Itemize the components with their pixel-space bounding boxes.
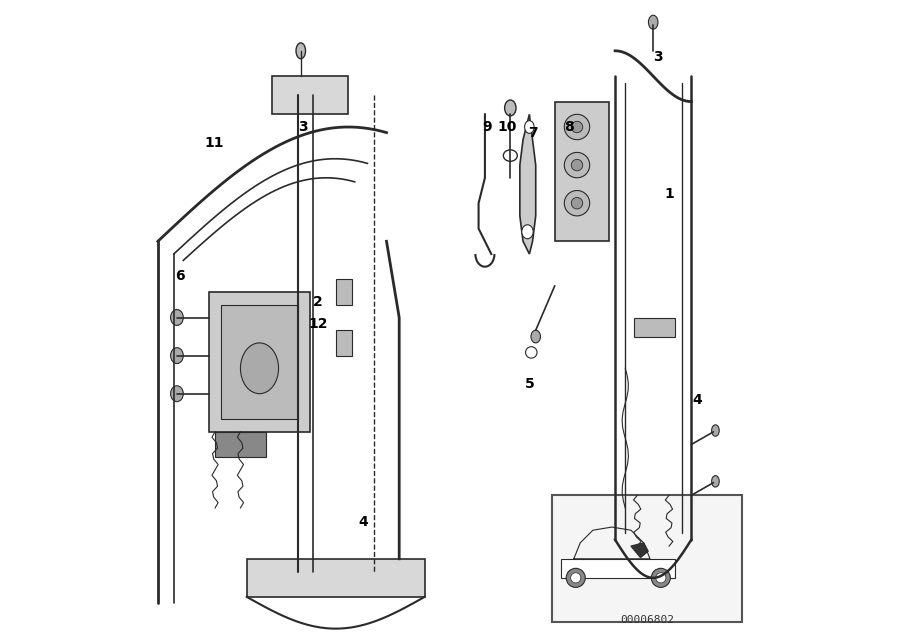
Bar xyxy=(336,279,352,305)
Text: 2: 2 xyxy=(313,295,323,309)
Text: 3: 3 xyxy=(653,50,663,64)
Bar xyxy=(209,292,310,432)
Text: 8: 8 xyxy=(564,120,574,134)
Ellipse shape xyxy=(564,114,590,140)
Ellipse shape xyxy=(522,225,533,239)
Bar xyxy=(552,495,742,622)
Bar xyxy=(215,432,266,457)
Text: 7: 7 xyxy=(527,126,537,140)
Ellipse shape xyxy=(571,573,580,583)
Polygon shape xyxy=(561,559,675,578)
Ellipse shape xyxy=(572,121,582,133)
Ellipse shape xyxy=(525,121,534,133)
Ellipse shape xyxy=(171,310,184,325)
Text: 4: 4 xyxy=(693,393,703,407)
Ellipse shape xyxy=(240,343,279,394)
Ellipse shape xyxy=(572,197,582,209)
Text: 10: 10 xyxy=(498,120,517,134)
Bar xyxy=(221,305,298,419)
Ellipse shape xyxy=(572,159,582,171)
Bar xyxy=(634,318,675,337)
Ellipse shape xyxy=(531,330,541,343)
Text: 9: 9 xyxy=(482,120,491,134)
Ellipse shape xyxy=(648,15,658,29)
Ellipse shape xyxy=(171,385,184,402)
Ellipse shape xyxy=(712,425,719,436)
Text: 12: 12 xyxy=(308,317,328,331)
Ellipse shape xyxy=(171,348,184,363)
Bar xyxy=(272,76,348,114)
Ellipse shape xyxy=(652,568,670,587)
Bar xyxy=(554,102,608,241)
Polygon shape xyxy=(631,543,648,558)
Ellipse shape xyxy=(564,190,590,216)
Ellipse shape xyxy=(564,152,590,178)
Text: 1: 1 xyxy=(664,187,674,201)
Text: 11: 11 xyxy=(204,136,223,150)
Polygon shape xyxy=(520,114,536,254)
Text: 5: 5 xyxy=(525,377,535,391)
Ellipse shape xyxy=(505,100,516,116)
Text: 4: 4 xyxy=(358,515,368,529)
Ellipse shape xyxy=(566,568,585,587)
Text: 3: 3 xyxy=(298,120,308,134)
Text: 00006802: 00006802 xyxy=(620,615,674,625)
Ellipse shape xyxy=(712,476,719,487)
Ellipse shape xyxy=(296,43,305,58)
Bar xyxy=(247,559,425,597)
Text: 6: 6 xyxy=(176,269,184,283)
Ellipse shape xyxy=(656,573,666,583)
Bar xyxy=(336,330,352,356)
